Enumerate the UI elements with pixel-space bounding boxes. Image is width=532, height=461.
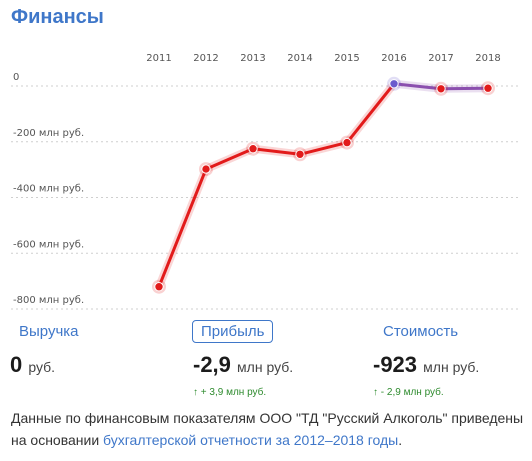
source-note-text: Данные по финансовым показателям ООО "ТД… <box>11 410 524 448</box>
series-line-segment <box>298 141 349 156</box>
x-tick-label: 2014 <box>287 53 312 64</box>
accounting-report-link[interactable]: бухгалтерской отчетности за 2012–2018 го… <box>103 432 399 448</box>
x-tick-label: 2016 <box>381 53 406 64</box>
series-line-segment <box>157 167 208 289</box>
revenue-unit: руб. <box>28 359 56 375</box>
finance-line-chart: 0 -200 млн руб. -400 млн руб. -600 млн руб.… <box>11 53 520 310</box>
value-value: -923 млн руб. <box>373 352 479 378</box>
revenue-value: 0 руб. <box>10 352 55 378</box>
series-line-segment <box>439 86 490 91</box>
page-title: Финансы <box>11 6 104 28</box>
profit-value: -2,9 млн руб. <box>193 352 293 378</box>
y-tick-label: -400 млн руб. <box>13 184 84 195</box>
x-tick-label: 2015 <box>334 53 359 64</box>
data-point <box>201 164 211 174</box>
data-point <box>342 137 352 148</box>
data-point <box>436 84 446 94</box>
series-line-segment <box>392 82 443 91</box>
profit-change: ↑ + 3,9 млн руб. <box>193 387 267 398</box>
y-tick-label: -200 млн руб. <box>13 128 84 139</box>
source-note: Данные по финансовым показателям ООО "ТД… <box>11 407 526 451</box>
source-note-end: . <box>398 432 403 448</box>
data-point <box>154 282 164 292</box>
value-change: ↑ - 2,9 млн руб. <box>373 387 444 398</box>
x-tick-label: 2011 <box>146 53 171 64</box>
x-tick-label: 2017 <box>428 53 453 64</box>
x-tick-label: 2018 <box>475 53 500 64</box>
data-point <box>295 149 305 159</box>
revenue-amount: 0 <box>10 352 23 377</box>
data-point <box>389 79 399 89</box>
y-tick-label: 0 <box>13 72 19 83</box>
series-line-segment <box>204 147 255 171</box>
x-tick-label: 2012 <box>193 53 218 64</box>
y-tick-label: -800 млн руб. <box>13 295 84 306</box>
series-line-segment <box>345 82 396 145</box>
series-line-segment <box>251 147 302 156</box>
tab-profit[interactable]: Прибыль <box>192 320 274 343</box>
y-tick-label: -600 млн руб. <box>13 239 84 250</box>
data-point <box>483 83 493 93</box>
value-unit: млн руб. <box>423 359 480 375</box>
x-tick-label: 2013 <box>240 53 265 64</box>
profit-unit: млн руб. <box>237 359 294 375</box>
profit-amount: -2,9 <box>193 352 231 377</box>
tab-value[interactable]: Стоимость <box>383 323 459 340</box>
data-point <box>248 144 258 154</box>
tab-revenue[interactable]: Выручка <box>19 323 79 340</box>
value-amount: -923 <box>373 352 418 377</box>
